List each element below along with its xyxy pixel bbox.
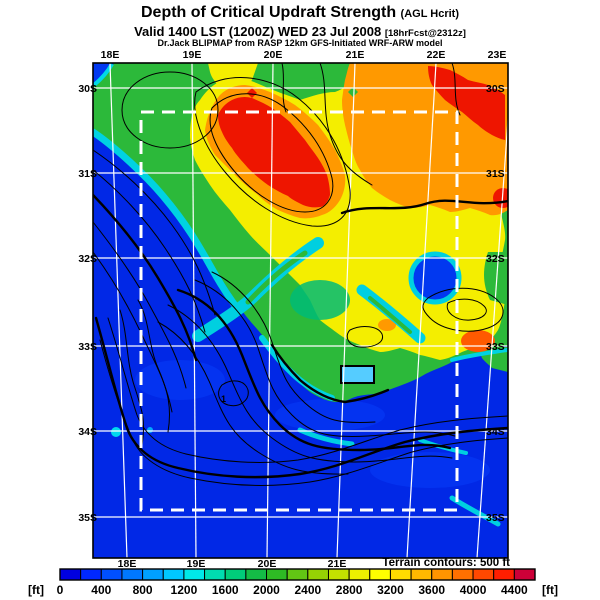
lon-label-top: 22E [427, 49, 446, 61]
colorbar-tick-label: 1600 [212, 583, 239, 597]
colorbar-tick-label: 800 [133, 583, 153, 597]
page-title: Depth of Critical Updraft Strength (AGL … [0, 4, 600, 22]
lon-label-top: 18E [101, 49, 120, 61]
colorbar-segment [80, 568, 102, 581]
colorbar-tick-label: 2400 [294, 583, 321, 597]
axis-labels: 18E 19E 20E 21E 22E 23E 18E 19E 20E 21E 30S 31S 32S 3… [78, 49, 506, 570]
colorbar-segment [451, 568, 474, 581]
low-pocket [408, 251, 462, 305]
colorbar-segment [183, 568, 206, 581]
colorbar-segment [286, 568, 309, 581]
colorbar-segment [266, 568, 288, 581]
lat-label-left: 30S [78, 83, 97, 95]
lat-label-left: 31S [78, 168, 97, 180]
colorbar-tick-label: 400 [91, 583, 111, 597]
colorbar-segment [204, 568, 226, 581]
colorbar-tick-label: 3200 [377, 583, 404, 597]
colorbar-segment [307, 568, 329, 581]
lat-label-left: 32S [78, 253, 97, 265]
colorbar-segment [59, 568, 82, 581]
colorbar-segment [100, 568, 123, 581]
colorbar-tick-label: 0 [57, 583, 64, 597]
lat-label-right: 34S [486, 426, 505, 438]
lat-label-left: 33S [78, 341, 97, 353]
lon-label-bottom: 21E [328, 558, 347, 570]
valid-time-line: Valid 1400 LST (1200Z) WED 23 Jul 2008 [… [0, 24, 600, 39]
map-border [92, 62, 509, 559]
lon-label-top: 21E [346, 49, 365, 61]
colorbar-tick-label: 3600 [418, 583, 445, 597]
lat-label-right: 33S [486, 341, 505, 353]
colorbar-segment [389, 568, 412, 581]
colorbar-segment [162, 568, 185, 581]
lat-label-right: 35S [486, 512, 505, 524]
colorbar-segment [493, 568, 515, 581]
colorbar-segment [410, 568, 433, 581]
lat-label-right: 31S [486, 168, 505, 180]
colorbar-segment [224, 568, 247, 581]
colorbar-segment [472, 568, 495, 581]
lon-label-top: 19E [183, 49, 202, 61]
valid-time-main: Valid 1400 LST (1200Z) WED 23 Jul 2008 [134, 24, 382, 39]
updraft-depth-field: 1 [93, 63, 508, 558]
colorbar-segment [369, 568, 391, 581]
lon-label-top: 20E [264, 49, 283, 61]
colorbar-segment [348, 568, 371, 581]
nest-domain-outline [139, 110, 459, 512]
colorbar-segment [513, 568, 536, 581]
colorbar-segment [142, 568, 164, 581]
colorbar-segment [245, 568, 268, 581]
lat-label-right: 30S [486, 83, 505, 95]
title-suffix: (AGL Hcrit) [400, 8, 460, 20]
terrain-note: Terrain contours: 500 ft [382, 557, 510, 569]
colorbar-unit-left: [ft] [28, 583, 44, 597]
colorbar-segment [431, 568, 453, 581]
model-attribution: Dr.Jack BLIPMAP from RASP 12km GFS-Initi… [157, 38, 443, 48]
colorbar-border [59, 568, 536, 581]
lat-label-left: 35S [78, 512, 97, 524]
lon-label-bottom: 19E [187, 558, 206, 570]
colorbar-tick-label: 4000 [460, 583, 487, 597]
colorbar-tick-label: 1200 [171, 583, 198, 597]
colorbar-segment [327, 568, 350, 581]
lat-label-right: 32S [486, 253, 505, 265]
lon-label-top: 23E [488, 49, 507, 61]
colorbar-tick-label: 4400 [501, 583, 528, 597]
colorbar-segment [121, 568, 144, 581]
lon-label-bottom: 20E [258, 558, 277, 570]
lat-label-left: 34S [78, 426, 97, 438]
forecast-suffix: [18hrFcst@2312z] [384, 28, 466, 39]
colorbar-unit-right: [ft] [542, 583, 558, 597]
max-value-core [218, 96, 330, 208]
colorbar: 0 400 800 1200 1600 2000 2400 2800 3200 3600 4000 4… [57, 568, 536, 597]
title-main: Depth of Critical Updraft Strength [140, 4, 397, 21]
contour-value-label: 1 [221, 394, 226, 404]
terrain-contours [93, 63, 508, 486]
lon-label-bottom: 18E [118, 558, 137, 570]
colorbar-tick-label: 2000 [253, 583, 280, 597]
cyan-basin [340, 365, 375, 384]
colorbar-tick-label: 2800 [336, 583, 363, 597]
